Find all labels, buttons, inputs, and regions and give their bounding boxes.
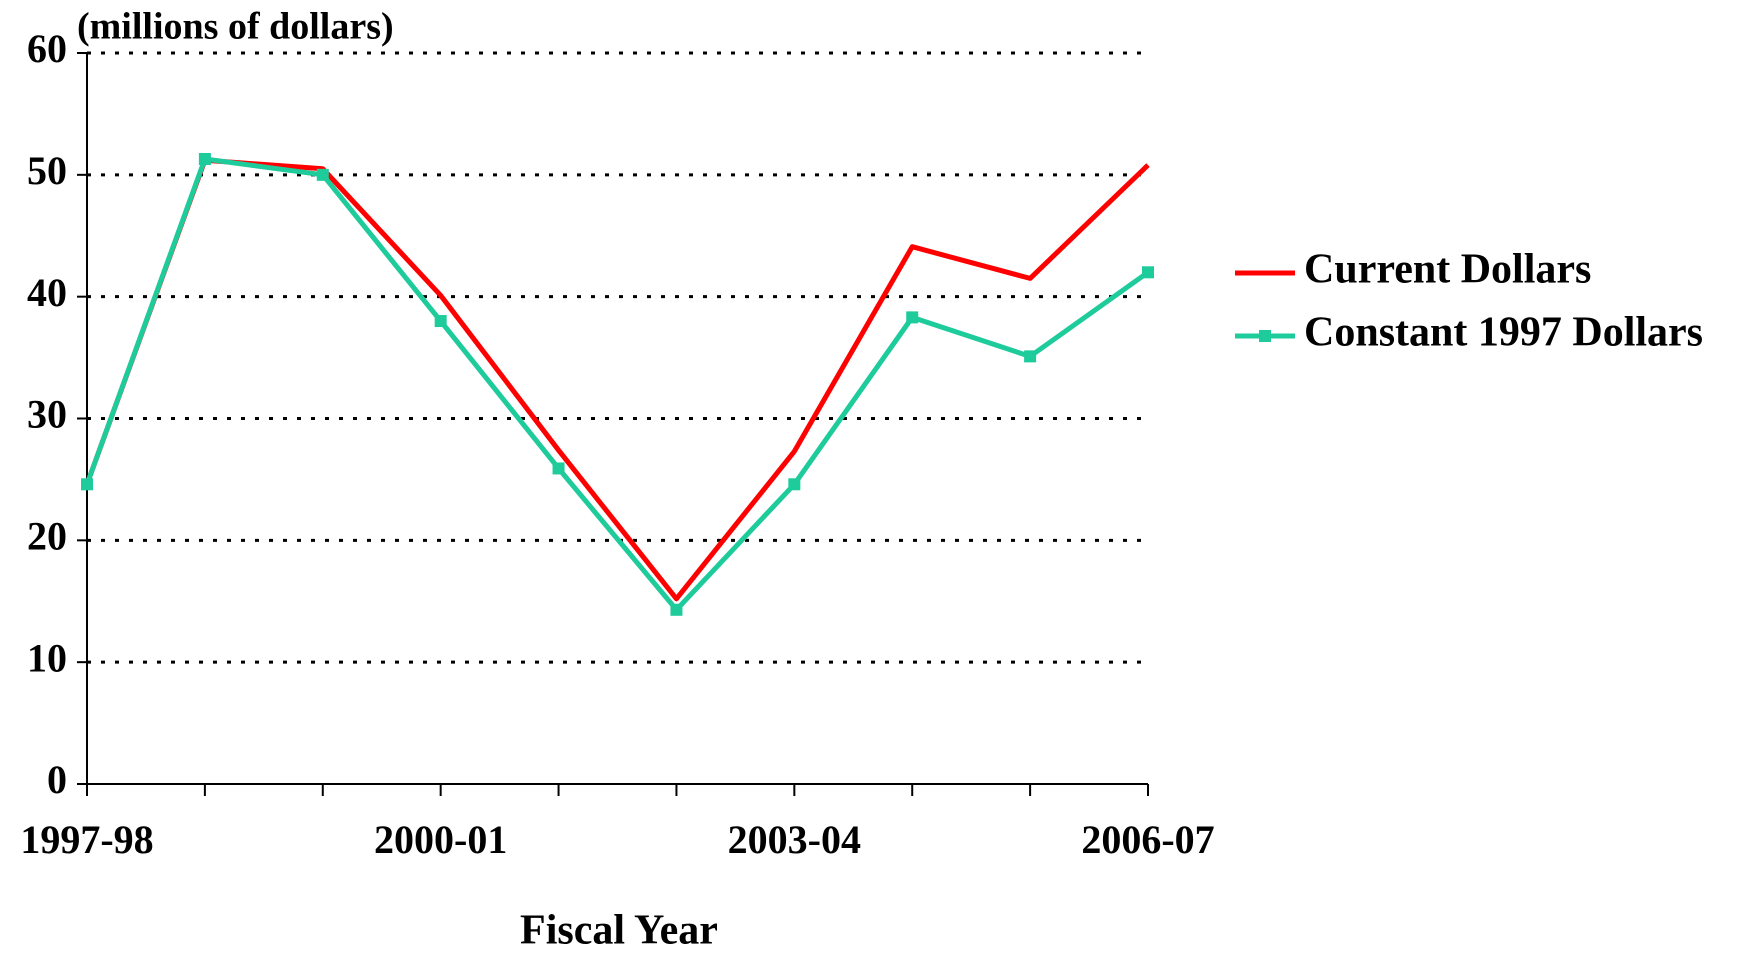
x-tick-label: 2003-04: [728, 817, 861, 862]
series-marker: [316, 168, 329, 181]
y-tick-label: 60: [27, 26, 67, 71]
x-tick-label: 1997-98: [20, 817, 153, 862]
y-tick-label: 10: [27, 635, 67, 680]
series-marker: [552, 462, 565, 475]
y-tick-label: 30: [27, 392, 67, 437]
series-marker: [906, 311, 919, 324]
series-line: [84, 157, 1150, 602]
series-marker: [198, 152, 211, 165]
series-marker: [670, 603, 683, 616]
y-tick-label: 40: [27, 270, 67, 315]
legend-marker: [1259, 330, 1271, 342]
legend-label: Constant 1997 Dollars: [1304, 310, 1703, 356]
series-marker: [81, 478, 93, 491]
y-axis-label: (millions of dollars): [77, 6, 394, 48]
series-marker: [434, 315, 447, 328]
x-tick-label: 2000-01: [374, 817, 507, 862]
legend-label: Current Dollars: [1304, 247, 1591, 293]
y-tick-label: 20: [27, 514, 67, 559]
series-marker: [1142, 266, 1154, 279]
series-marker: [1024, 350, 1037, 363]
y-tick-label: 0: [47, 757, 67, 802]
y-tick-label: 50: [27, 148, 67, 193]
x-axis-label: Fiscal Year: [520, 908, 718, 953]
series-line: [84, 156, 1150, 613]
x-tick-label: 2006-07: [1081, 817, 1214, 862]
series-marker: [788, 478, 801, 491]
